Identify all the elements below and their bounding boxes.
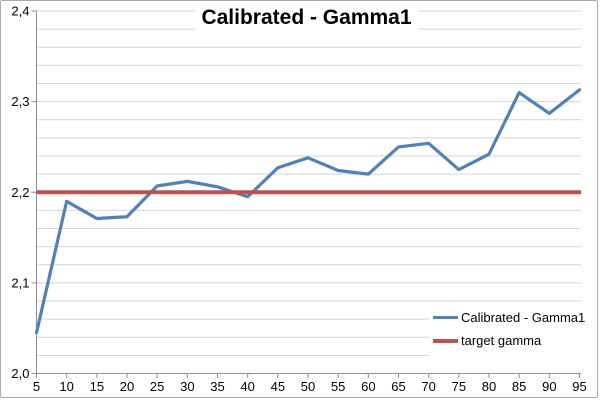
x-tick-label: 70 xyxy=(421,379,435,394)
legend-line-swatch-red xyxy=(433,338,458,343)
x-tick-label: 90 xyxy=(542,379,556,394)
y-tick-label: 2,2 xyxy=(11,185,29,200)
x-tick-label: 95 xyxy=(572,379,586,394)
legend-entry-target: target gamma xyxy=(433,333,581,348)
x-tick-label: 20 xyxy=(120,379,134,394)
x-tick-label: 75 xyxy=(452,379,466,394)
y-tick-label: 2,1 xyxy=(11,275,29,290)
x-tick-label: 80 xyxy=(482,379,496,394)
y-tick-label: 2,4 xyxy=(11,4,29,19)
series-line-calibrated xyxy=(34,88,582,335)
x-tick-label: 60 xyxy=(361,379,375,394)
x-tick-label: 15 xyxy=(90,379,104,394)
x-tick-label: 40 xyxy=(240,379,254,394)
x-tick-label: 25 xyxy=(150,379,164,394)
x-tick-label: 35 xyxy=(210,379,224,394)
legend: Calibrated - Gamma1 target gamma xyxy=(429,302,585,356)
legend-label: Calibrated - Gamma1 xyxy=(461,310,586,325)
x-tick-label: 50 xyxy=(301,379,315,394)
legend-line-swatch-blue xyxy=(433,316,458,319)
x-tick-label: 5 xyxy=(33,379,40,394)
legend-entry-calibrated: Calibrated - Gamma1 xyxy=(433,310,585,325)
x-tick-label: 85 xyxy=(512,379,526,394)
y-tick-label: 2,3 xyxy=(11,94,29,109)
x-tick-label: 45 xyxy=(271,379,285,394)
x-tick-label: 65 xyxy=(391,379,405,394)
x-tick-label: 55 xyxy=(331,379,345,394)
x-tick-label: 10 xyxy=(59,379,73,394)
legend-label: target gamma xyxy=(461,333,542,348)
x-tick-label: 30 xyxy=(180,379,194,394)
y-tick-label: 2,0 xyxy=(11,366,29,381)
